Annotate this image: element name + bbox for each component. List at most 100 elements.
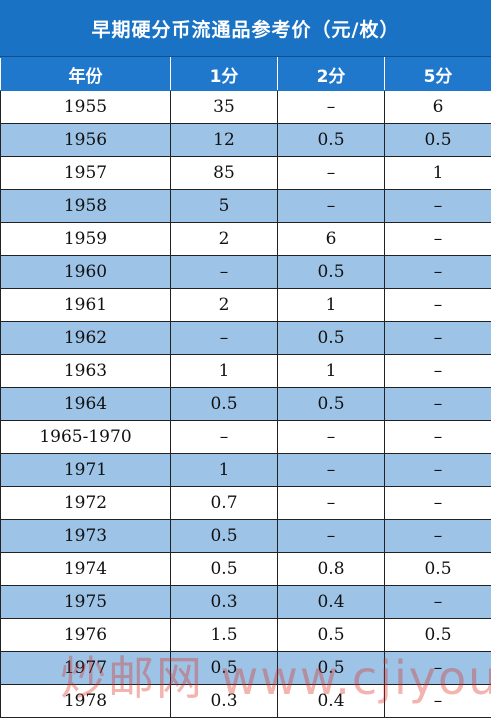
table-row: 1962–0.5–: [1, 322, 491, 355]
price-cell: 0.5: [385, 553, 491, 586]
year-cell: 1974: [1, 553, 171, 586]
price-cell: 1: [278, 355, 385, 388]
price-cell: 0.3: [171, 586, 278, 619]
price-cell: 5: [171, 190, 278, 223]
table-title: 早期硬分币流通品参考价（元/枚）: [0, 0, 491, 57]
year-cell: 1964: [1, 388, 171, 421]
price-cell: 0.5: [171, 388, 278, 421]
price-cell: –: [278, 487, 385, 520]
price-cell: –: [171, 421, 278, 454]
price-cell: 1: [171, 355, 278, 388]
price-cell: 12: [171, 124, 278, 157]
column-header: 2分: [278, 58, 385, 91]
price-cell: –: [385, 520, 491, 553]
table-row: 1965-1970–––: [1, 421, 491, 454]
column-header: 5分: [385, 58, 491, 91]
year-cell: 1972: [1, 487, 171, 520]
price-cell: 0.5: [385, 124, 491, 157]
price-cell: –: [385, 586, 491, 619]
year-cell: 1956: [1, 124, 171, 157]
price-cell: 0.5: [278, 619, 385, 652]
price-cell: 0.3: [171, 685, 278, 718]
price-cell: –: [171, 256, 278, 289]
price-cell: 85: [171, 157, 278, 190]
price-cell: 0.7: [171, 487, 278, 520]
price-cell: –: [278, 421, 385, 454]
price-cell: 35: [171, 91, 278, 124]
price-cell: 2: [171, 223, 278, 256]
price-cell: 1: [385, 157, 491, 190]
price-cell: –: [385, 652, 491, 685]
table-row: 1960–0.5–: [1, 256, 491, 289]
year-cell: 1962: [1, 322, 171, 355]
year-cell: 1959: [1, 223, 171, 256]
price-cell: 0.5: [171, 553, 278, 586]
price-cell: –: [385, 223, 491, 256]
price-cell: 0.5: [171, 652, 278, 685]
year-cell: 1958: [1, 190, 171, 223]
price-cell: 0.8: [278, 553, 385, 586]
price-cell: 0.5: [278, 256, 385, 289]
price-cell: –: [385, 322, 491, 355]
price-cell: –: [278, 520, 385, 553]
price-cell: 0.5: [278, 322, 385, 355]
year-cell: 1965-1970: [1, 421, 171, 454]
year-cell: 1961: [1, 289, 171, 322]
price-cell: –: [278, 454, 385, 487]
price-cell: –: [385, 289, 491, 322]
price-cell: 0.5: [278, 124, 385, 157]
price-cell: 0.4: [278, 586, 385, 619]
price-cell: –: [278, 91, 385, 124]
column-header: 年份: [1, 58, 171, 91]
price-cell: –: [385, 454, 491, 487]
price-cell: –: [385, 421, 491, 454]
price-cell: –: [385, 190, 491, 223]
year-cell: 1977: [1, 652, 171, 685]
year-cell: 1960: [1, 256, 171, 289]
year-cell: 1963: [1, 355, 171, 388]
column-header: 1分: [171, 58, 278, 91]
price-cell: –: [171, 322, 278, 355]
price-cell: 0.5: [171, 520, 278, 553]
price-cell: –: [385, 355, 491, 388]
price-cell: 0.5: [278, 652, 385, 685]
year-cell: 1975: [1, 586, 171, 619]
year-cell: 1973: [1, 520, 171, 553]
price-cell: –: [278, 157, 385, 190]
price-cell: 6: [278, 223, 385, 256]
price-cell: –: [385, 487, 491, 520]
price-cell: –: [385, 256, 491, 289]
year-cell: 1957: [1, 157, 171, 190]
year-cell: 1976: [1, 619, 171, 652]
year-cell: 1971: [1, 454, 171, 487]
price-cell: 6: [385, 91, 491, 124]
price-cell: 1: [171, 454, 278, 487]
price-cell: 0.5: [278, 388, 385, 421]
price-cell: –: [385, 685, 491, 718]
price-cell: 0.4: [278, 685, 385, 718]
year-cell: 1955: [1, 91, 171, 124]
year-cell: 1978: [1, 685, 171, 718]
price-cell: –: [278, 190, 385, 223]
price-cell: 2: [171, 289, 278, 322]
price-cell: –: [385, 388, 491, 421]
